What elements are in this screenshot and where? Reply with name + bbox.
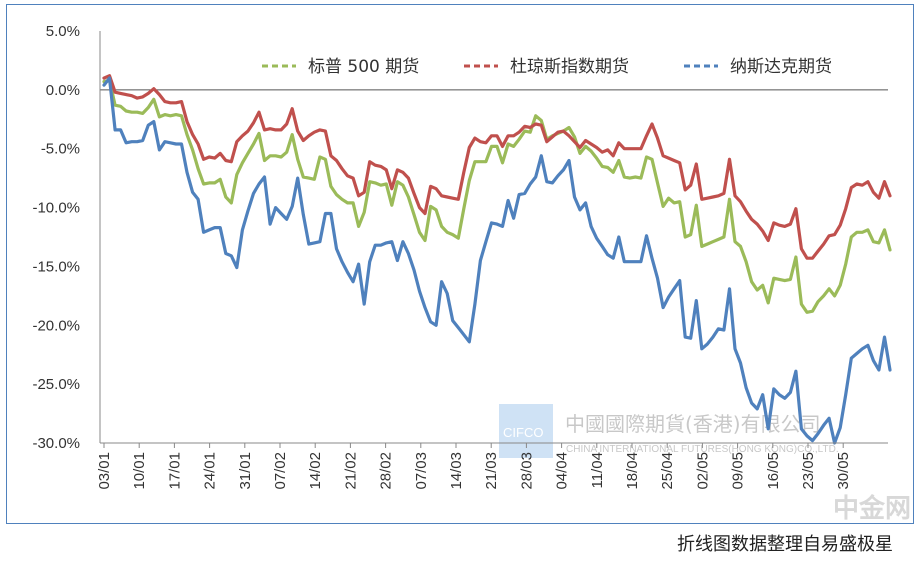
y-tick-label: 0.0% bbox=[46, 82, 80, 99]
x-tick-label: 16/05 bbox=[765, 452, 782, 490]
legend: 标普 500 期货 杜琼斯指数期货 纳斯达克期货 bbox=[262, 57, 832, 77]
watermark: CIFCO 中國國際期貨(香港)有限公司 CHINA INTERNATIONAL… bbox=[499, 404, 839, 458]
watermark-cn-name: 中國國際期貨(香港)有限公司 bbox=[565, 412, 821, 436]
x-tick-label: 31/01 bbox=[237, 452, 254, 490]
x-tick-label: 03/01 bbox=[96, 452, 113, 490]
y-tick-label: -15.0% bbox=[32, 258, 80, 275]
x-axis: 03/01 10/01 17/01 24/01 31/01 07/02 14/02 21/02… bbox=[96, 442, 888, 490]
x-tick-label: 21/03 bbox=[483, 452, 500, 490]
series-line-3 bbox=[102, 76, 892, 445]
legend-label: 标普 500 期货 bbox=[308, 57, 419, 77]
x-tick-label: 04/04 bbox=[554, 452, 571, 490]
footer-caption: 折线图数据整理自易盛极星 bbox=[677, 534, 893, 555]
y-tick-label: -10.0% bbox=[32, 200, 80, 217]
x-tick-label: 10/01 bbox=[131, 452, 148, 490]
y-tick-label: -25.0% bbox=[32, 376, 80, 393]
x-tick-label: 24/01 bbox=[202, 452, 219, 490]
series-line-1 bbox=[102, 78, 892, 314]
watermark-logo-text: CIFCO bbox=[503, 425, 543, 440]
y-tick-label: -30.0% bbox=[32, 435, 80, 452]
x-tick-label: 28/02 bbox=[378, 452, 395, 490]
x-tick-label: 21/02 bbox=[342, 452, 359, 490]
x-tick-label: 28/03 bbox=[518, 452, 535, 490]
x-tick-label: 14/02 bbox=[307, 452, 324, 490]
y-tick-label: 5.0% bbox=[46, 23, 80, 40]
x-tick-label: 17/01 bbox=[166, 452, 183, 490]
watermark-en-name: CHINA INTERNATIONAL FUTURES(HONG KONG)CO… bbox=[566, 444, 839, 455]
x-tick-label: 09/05 bbox=[730, 452, 747, 490]
x-tick-label: 07/03 bbox=[413, 452, 430, 490]
brand-watermark: 中金网 bbox=[832, 494, 911, 524]
watermark-logo-box bbox=[499, 404, 553, 458]
y-tick-label: -20.0% bbox=[32, 317, 80, 334]
x-tick-label: 25/04 bbox=[659, 452, 676, 490]
series-line-2 bbox=[102, 74, 892, 260]
x-tick-label: 30/05 bbox=[835, 452, 852, 490]
x-tick-label: 18/04 bbox=[624, 452, 641, 490]
series-group bbox=[102, 74, 892, 445]
legend-label: 杜琼斯指数期货 bbox=[510, 57, 629, 77]
y-tick-label: -5.0% bbox=[41, 141, 80, 158]
legend-label: 纳斯达克期货 bbox=[730, 57, 832, 77]
y-axis: 5.0% 0.0% -5.0% -10.0% -15.0% -20.0% -25.0% -30… bbox=[32, 23, 101, 452]
x-tick-label: 23/05 bbox=[800, 452, 817, 490]
x-tick-label: 14/03 bbox=[448, 452, 465, 490]
x-tick-label: 07/02 bbox=[272, 452, 289, 490]
x-tick-label: 02/05 bbox=[694, 452, 711, 490]
x-tick-label: 11/04 bbox=[589, 452, 606, 488]
